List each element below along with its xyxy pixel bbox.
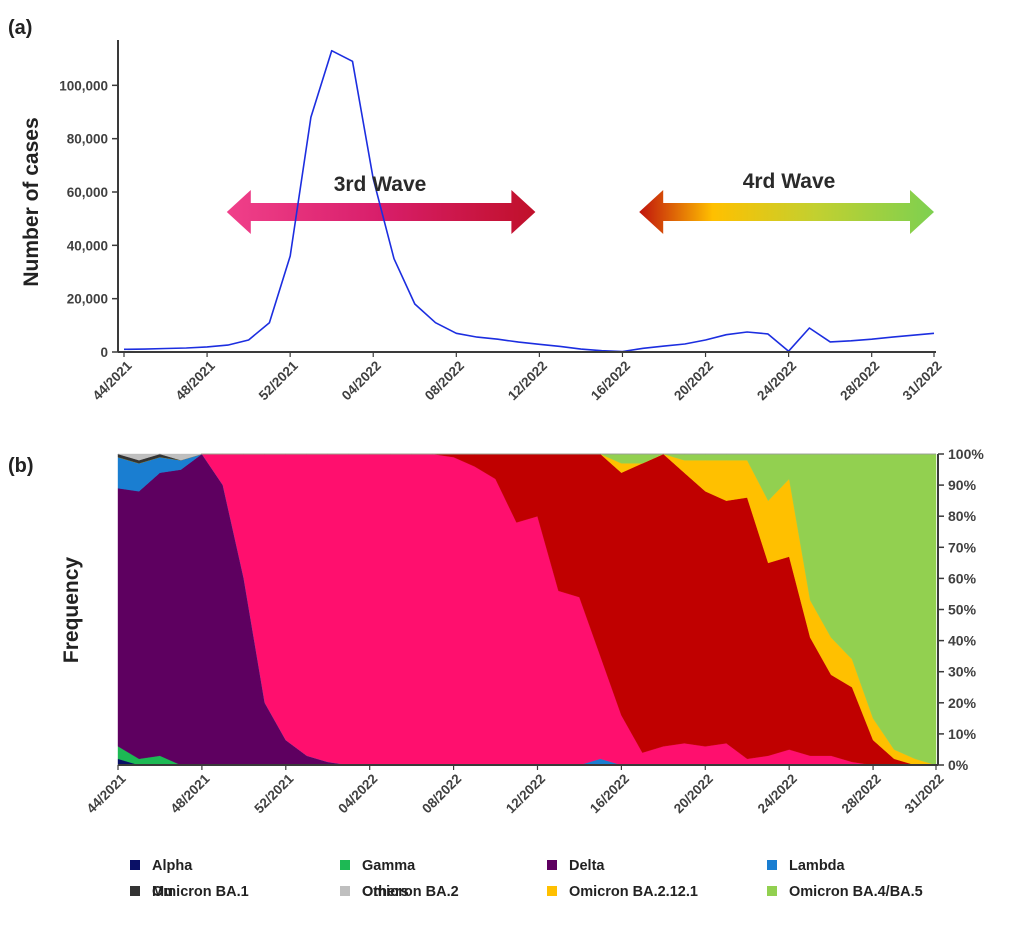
cases-series-line: [123, 49, 935, 353]
legend-swatch: [130, 860, 140, 870]
x-tick-label: 24/2022: [754, 358, 799, 403]
variant-frequency-chart: (b) Frequency 0% 10% 20% 30% 40% 50% 60% 70% 80%…: [8, 446, 984, 816]
legend-item-omicron-ba-1: Omicron BA.1: [130, 884, 249, 900]
y-tick-label: 10%: [948, 726, 977, 742]
legend-label: Lambda: [789, 858, 846, 874]
legend-item-mu: Mu: [130, 884, 173, 900]
y-tick-label: 70%: [948, 539, 977, 555]
panel-a-y-axis-label: Number of cases: [20, 117, 43, 286]
panel-a-y-ticks: 0 20,000 40,000 60,000 80,000 100,000: [59, 78, 118, 360]
legend-item-omicron-ba-4-ba-5: Omicron BA.4/BA.5: [767, 884, 923, 900]
legend-item-gamma: Gamma: [340, 858, 416, 874]
y-tick-label: 40,000: [67, 238, 108, 253]
y-tick-label: 30%: [948, 664, 977, 680]
x-tick-label: 20/2022: [671, 358, 716, 403]
legend-label: Mu: [152, 884, 173, 900]
x-tick-label: 28/2022: [839, 771, 884, 816]
y-tick-label: 100%: [948, 446, 984, 462]
x-tick-label: 12/2022: [503, 771, 548, 816]
x-tick-label: 08/2022: [419, 771, 464, 816]
y-tick-label: 60,000: [67, 185, 108, 200]
y-tick-label: 60%: [948, 570, 977, 586]
x-tick-label: 24/2022: [755, 771, 800, 816]
legend-swatch: [767, 886, 777, 896]
x-tick-label: 04/2022: [335, 771, 380, 816]
wave-3-label: 3rd Wave: [334, 173, 427, 196]
y-tick-label: 90%: [948, 477, 977, 493]
legend-swatch: [547, 860, 557, 870]
x-tick-label: 31/2022: [902, 771, 947, 816]
legend-swatch: [130, 886, 140, 896]
y-tick-label: 100,000: [59, 78, 108, 93]
legend-label: Alpha: [152, 858, 193, 874]
x-tick-label: 04/2022: [339, 358, 384, 403]
legend: Alpha Gamma Delta Lambda Omicron BA.1 Omicron…: [130, 858, 923, 900]
legend-label: Others: [362, 884, 409, 900]
x-tick-label: 20/2022: [671, 771, 716, 816]
cases-line-chart: (a) Number of cases 0 20,000 40,000 60,000 8…: [8, 17, 945, 403]
x-tick-label: 48/2021: [173, 358, 218, 403]
x-tick-label: 08/2022: [422, 358, 467, 403]
y-tick-label: 50%: [948, 602, 977, 618]
x-tick-label: 52/2021: [256, 358, 301, 403]
x-tick-label: 16/2022: [588, 358, 633, 403]
x-tick-label: 48/2021: [167, 771, 212, 816]
y-tick-label: 80%: [948, 508, 977, 524]
wave-4-label: 4rd Wave: [743, 170, 836, 193]
panel-b-y-axis-label: Frequency: [60, 557, 83, 664]
panel-b-x-ticks: 44/2021 48/2021 52/2021 04/2022 08/2022 12/20…: [84, 765, 947, 816]
x-tick-label: 31/2022: [900, 358, 945, 403]
legend-label: Omicron BA.2: [362, 884, 459, 900]
panel-a-label: (a): [8, 17, 32, 39]
legend-item-delta: Delta: [547, 858, 605, 874]
area-others: [117, 453, 936, 461]
legend-swatch: [340, 860, 350, 870]
y-tick-label: 40%: [948, 633, 977, 649]
wave-4-arrow: [639, 190, 934, 234]
y-tick-label: 80,000: [67, 132, 108, 147]
stacked-areas: [117, 453, 937, 766]
legend-label: Gamma: [362, 858, 416, 874]
legend-swatch: [547, 886, 557, 896]
y-tick-label: 20%: [948, 695, 977, 711]
x-tick-label: 28/2022: [837, 358, 882, 403]
legend-label: Omicron BA.2.12.1: [569, 884, 698, 900]
legend-item-lambda: Lambda: [767, 858, 846, 874]
x-tick-label: 52/2021: [251, 771, 296, 816]
x-tick-label: 12/2022: [505, 358, 550, 403]
y-tick-label: 0: [100, 345, 108, 360]
y-tick-label: 20,000: [67, 292, 108, 307]
panel-a-x-ticks: 44/2021 48/2021 52/2021 04/2022 08/2022 12/20…: [90, 352, 945, 403]
legend-swatch: [767, 860, 777, 870]
y-tick-label: 0%: [948, 757, 969, 773]
x-tick-label: 44/2021: [84, 771, 129, 816]
legend-item-omicron-ba-2-12-1: Omicron BA.2.12.1: [547, 884, 698, 900]
x-tick-label: 44/2021: [90, 358, 135, 403]
legend-item-alpha: Alpha: [130, 858, 193, 874]
panel-b-label: (b): [8, 455, 34, 477]
legend-label: Omicron BA.4/BA.5: [789, 884, 923, 900]
wave-arrows: [226, 190, 934, 234]
legend-label: Omicron BA.1: [152, 884, 249, 900]
x-tick-label: 16/2022: [587, 771, 632, 816]
panel-b-y-ticks: 0% 10% 20% 30% 40% 50% 60% 70% 80% 90% 100%: [938, 446, 984, 773]
legend-swatch: [340, 886, 350, 896]
legend-label: Delta: [569, 858, 605, 874]
legend-item-others: Others: [340, 884, 409, 900]
